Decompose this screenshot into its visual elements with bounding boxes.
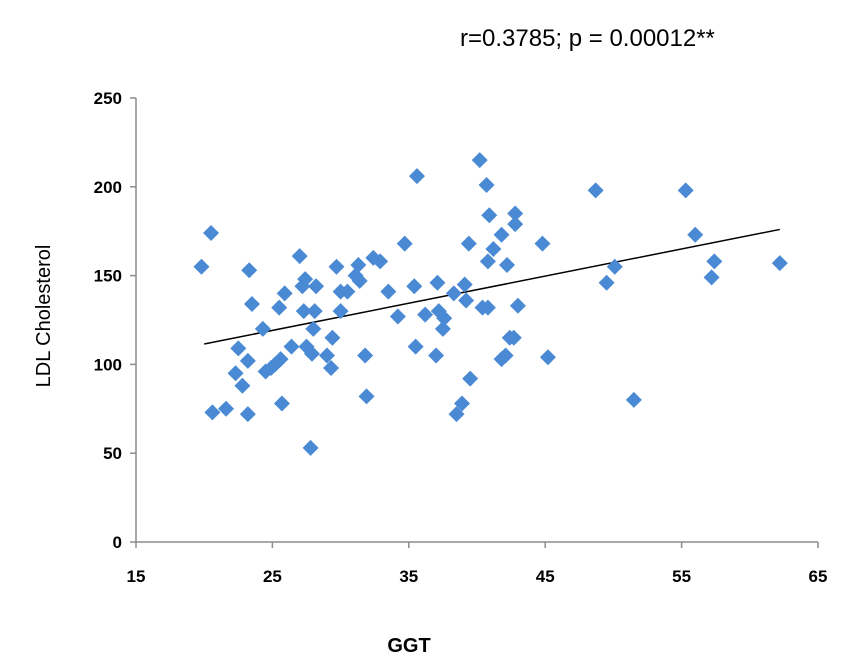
data-point [303,345,320,362]
data-point [357,347,374,364]
data-point [350,256,367,273]
x-axis-title: GGT [387,635,430,657]
data-point [462,370,479,387]
y-axis-ticks: 0 50 100 150 200 250 [94,89,136,552]
data-point [534,235,551,252]
data-point [771,255,788,272]
data-point [507,216,524,233]
data-point [254,320,271,337]
data-point [204,404,221,421]
data-point [339,283,356,300]
x-tick-label: 15 [127,567,146,586]
data-point [703,269,720,286]
x-tick-label: 55 [672,567,691,586]
data-point [677,182,694,199]
data-point [276,285,293,302]
chart-annotation: r=0.3785; p = 0.00012** [460,25,715,52]
data-point [328,258,345,275]
data-point [606,258,623,275]
data-point [436,310,453,327]
data-point [291,248,308,265]
x-tick-label: 25 [263,567,282,586]
data-point [272,351,289,368]
x-tick-label: 45 [536,567,555,586]
data-point [687,226,704,243]
data-point [456,276,473,293]
data-point [297,271,314,288]
data-point [318,347,335,364]
data-point [434,320,451,337]
data-point [227,365,244,382]
data-point [479,299,496,316]
data-point [417,306,434,323]
trend-line [204,228,780,345]
y-tick-label: 250 [94,89,122,108]
data-point [458,292,475,309]
data-point [239,406,256,423]
data-point [429,274,446,291]
data-point [485,240,502,257]
data-point [471,152,488,169]
data-point [273,395,290,412]
data-point [324,329,341,346]
y-tick-label: 0 [113,533,122,552]
data-point [351,272,368,289]
data-point [323,359,340,376]
data-point [271,299,288,316]
data-point [302,439,319,456]
data-point [332,303,349,320]
data-point [408,168,425,185]
data-point [389,308,406,325]
y-tick-label: 100 [94,355,122,374]
data-point [239,352,256,369]
data-point [295,303,312,320]
data-point [625,391,642,408]
data-point [406,278,423,295]
data-point [305,320,322,337]
data-point [481,207,498,224]
data-point [706,253,723,270]
x-tick-label: 35 [399,567,418,586]
data-point [479,253,496,270]
data-point [445,285,462,302]
data-point [499,256,516,273]
data-point [358,388,375,405]
data-point [193,258,210,275]
data-point [598,274,615,291]
data-point [218,400,235,417]
data-points [193,152,788,456]
data-point [505,329,522,346]
data-point [241,262,258,279]
data-point [243,296,260,313]
data-point [587,182,604,199]
data-point [234,377,251,394]
data-point [372,253,389,270]
data-point [396,235,413,252]
y-tick-label: 50 [103,444,122,463]
data-point [460,235,477,252]
y-axis-title: LDL Cholesterol [33,245,55,388]
data-point [509,297,526,314]
data-point [380,283,397,300]
data-point [308,278,325,295]
data-point [448,406,465,423]
data-point [539,349,556,366]
data-point [478,177,495,194]
data-point [283,338,300,355]
data-point [507,205,524,222]
x-tick-label: 65 [809,567,828,586]
y-tick-label: 150 [94,267,122,286]
data-point [407,338,424,355]
data-point [230,340,247,357]
data-point [203,224,220,241]
data-point [428,347,445,364]
y-tick-label: 200 [94,178,122,197]
data-point [497,347,514,364]
data-point [306,303,323,320]
data-point [493,226,510,243]
x-axis-ticks: 15 25 35 45 55 65 [127,542,828,586]
data-point [453,395,470,412]
